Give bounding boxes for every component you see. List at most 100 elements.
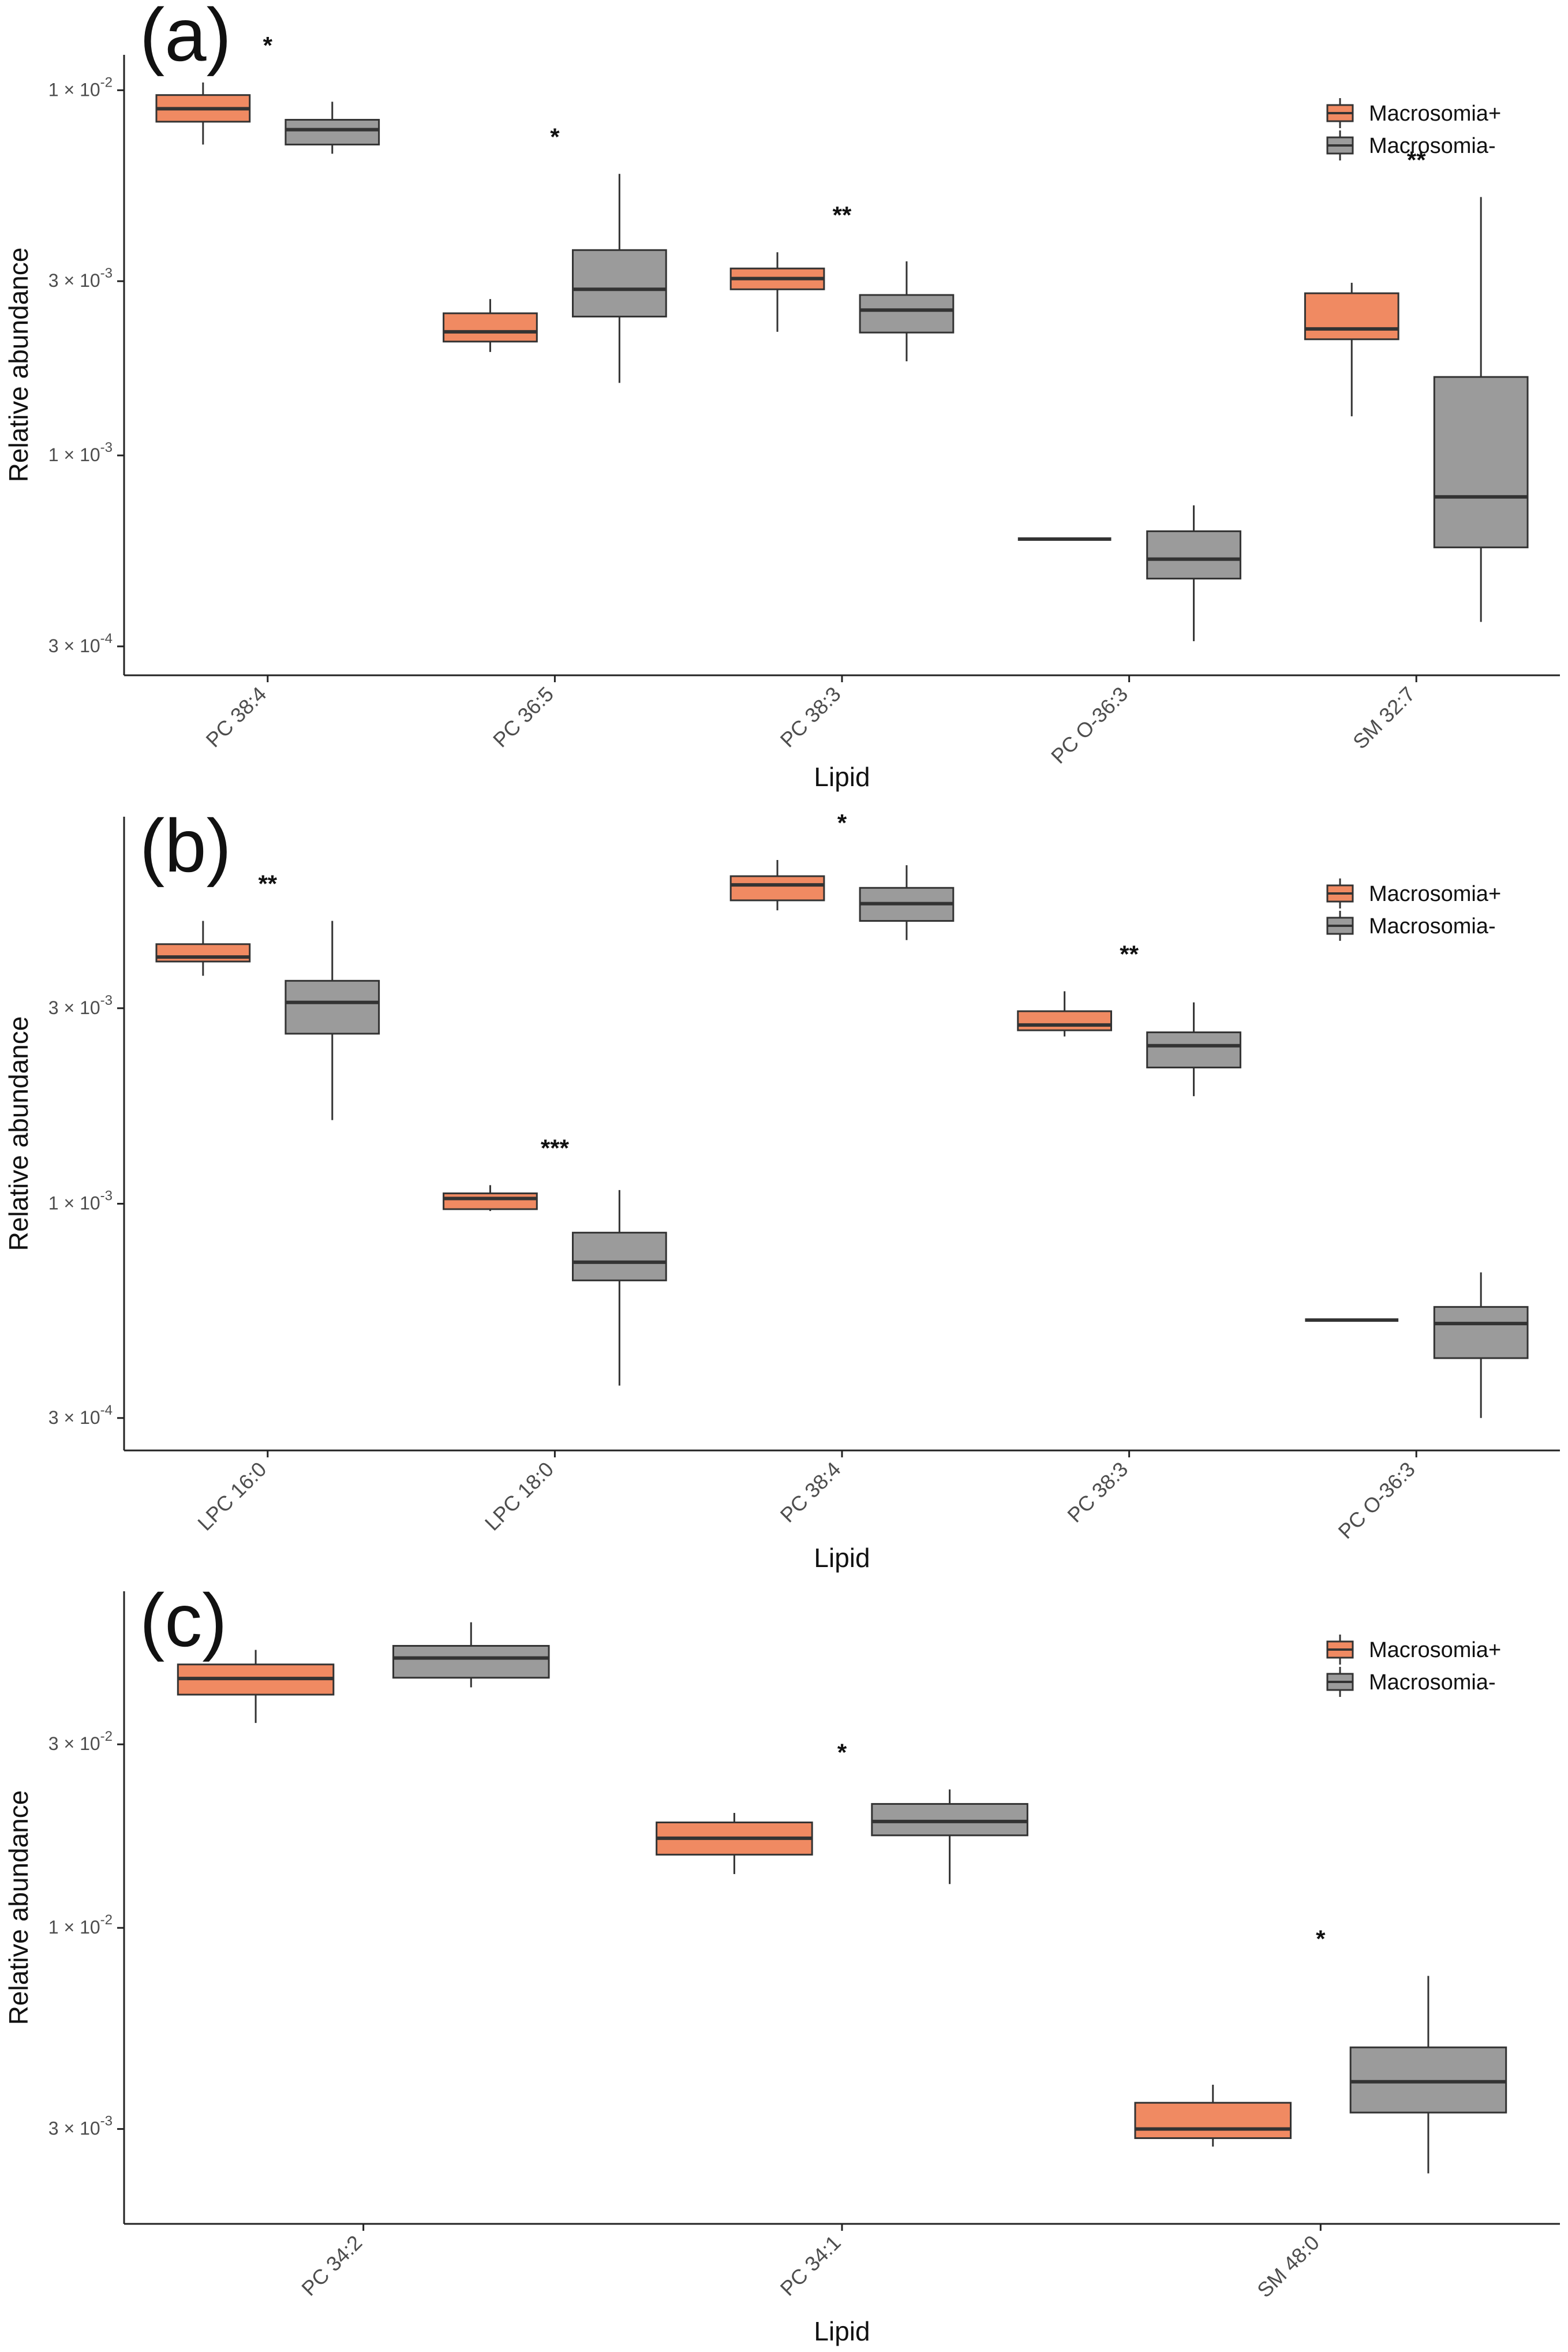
panel-label: (b): [140, 803, 231, 888]
significance-marker: ***: [541, 1134, 570, 1161]
y-tick-label: 3 × 10-2: [48, 1729, 113, 1754]
x-axis-title: Lipid: [814, 2316, 870, 2346]
box-negative: [1433, 1272, 1529, 1418]
box-iqr: [729, 875, 825, 902]
y-tick-label: 3 × 10-3: [48, 266, 113, 291]
box-positive: [177, 1650, 335, 1723]
significance-marker: **: [1407, 146, 1426, 173]
legend-label: Macrosomia+: [1369, 1638, 1501, 1662]
legend-key: [1326, 1667, 1354, 1697]
significance-marker: **: [833, 201, 852, 229]
box-iqr: [285, 979, 380, 1035]
legend-label: Macrosomia-: [1369, 1670, 1496, 1695]
y-tick-label: 1 × 10-3: [48, 440, 113, 465]
box-iqr: [443, 1192, 538, 1210]
box-iqr: [1146, 530, 1241, 579]
legend-label: Macrosomia-: [1369, 914, 1496, 938]
box-iqr: [155, 943, 251, 963]
box-negative: [1433, 197, 1529, 622]
box-positive: [155, 921, 251, 976]
x-tick-label: PC 34:2: [297, 2231, 366, 2301]
box-iqr: [1017, 1010, 1113, 1031]
legend-label: Macrosomia-: [1369, 134, 1496, 158]
y-tick-label: 1 × 10-2: [48, 1912, 113, 1938]
y-tick-label: 1 × 10-2: [48, 74, 113, 100]
box-iqr: [392, 1645, 550, 1679]
panel-c: 3 × 10-2 1 × 10-2 3 × 10-3 PC 34:2 PC 34:1 SM…: [3, 1578, 1560, 2346]
x-tick-label: LPC 16:0: [193, 1457, 271, 1535]
box-positive: [443, 1185, 538, 1211]
significance-marker: **: [258, 870, 277, 898]
legend: Macrosomia+ Macrosomia-: [1326, 98, 1501, 160]
box-positive: [729, 252, 825, 332]
y-tick-label: 3 × 10-4: [48, 631, 113, 656]
box-iqr: [443, 312, 538, 343]
x-tick-label: PC 38:4: [201, 682, 271, 752]
box-negative: [1349, 1976, 1507, 2174]
legend: Macrosomia+ Macrosomia-: [1326, 1635, 1501, 1697]
significance-marker: *: [263, 32, 273, 59]
significance-marker: **: [1120, 940, 1139, 967]
legend-key: [1326, 1635, 1354, 1665]
box-negative: [285, 921, 380, 1120]
significance-marker: *: [837, 809, 847, 836]
box-positive: [1017, 991, 1113, 1037]
y-tick-label: 3 × 10-3: [48, 993, 113, 1018]
box-positive: [729, 859, 825, 911]
legend-key: [1326, 878, 1354, 908]
box-iqr: [1146, 1031, 1241, 1069]
legend-key: [1326, 911, 1354, 941]
legend: Macrosomia+ Macrosomia-: [1326, 878, 1501, 941]
box-positive: [1304, 282, 1399, 417]
significance-marker: *: [837, 1738, 847, 1766]
box-negative: [1146, 1002, 1241, 1097]
box-iqr: [285, 119, 380, 145]
x-axis-title: Lipid: [814, 1543, 870, 1573]
legend-label: Macrosomia+: [1369, 102, 1501, 126]
box-negative: [285, 102, 380, 154]
box-iqr: [1304, 292, 1399, 341]
box-iqr: [859, 294, 955, 334]
box-positive: [656, 1812, 813, 1874]
x-axis-title: Lipid: [814, 762, 870, 792]
x-tick-label: PC O-36:3: [1046, 682, 1132, 768]
box-iqr: [1433, 1306, 1529, 1359]
box-iqr: [1349, 2046, 1507, 2114]
panel-a: 1 × 10-2 3 × 10-3 1 × 10-3 3 × 10-4 PC 38:4 P…: [3, 0, 1560, 792]
box-negative: [859, 865, 955, 940]
box-negative: [572, 1190, 667, 1386]
box-negative: [1146, 505, 1241, 641]
x-tick-label: LPC 18:0: [480, 1457, 558, 1535]
y-axis-title: Relative abundance: [3, 1016, 33, 1251]
box-iqr: [1433, 376, 1529, 548]
x-tick-label: PC 34:1: [776, 2231, 845, 2301]
x-tick-label: PC O-36:3: [1334, 1457, 1420, 1543]
panel-label: (a): [140, 0, 231, 77]
legend-key: [1326, 130, 1354, 160]
y-tick-label: 3 × 10-3: [48, 2114, 113, 2139]
box-positive: [1134, 2084, 1292, 2147]
box-negative: [572, 174, 667, 383]
x-tick-label: SM 32:7: [1348, 682, 1420, 754]
box-negative: [859, 261, 955, 362]
panel-b: 3 × 10-3 1 × 10-3 3 × 10-4 LPC 16:0 LPC 18:0…: [3, 803, 1560, 1573]
panel-label: (c): [140, 1578, 227, 1662]
significance-marker: *: [1316, 1925, 1326, 1952]
x-tick-label: PC 38:3: [1062, 1457, 1132, 1527]
box-iqr: [572, 1232, 667, 1281]
x-tick-label: PC 38:4: [776, 1457, 845, 1527]
legend-key: [1326, 98, 1354, 128]
box-negative: [871, 1789, 1028, 1884]
box-positive: [443, 299, 538, 352]
y-tick-label: 1 × 10-3: [48, 1188, 113, 1214]
y-axis-title: Relative abundance: [3, 248, 33, 483]
box-positive: [155, 82, 251, 145]
y-axis-title: Relative abundance: [3, 1790, 33, 2025]
box-iqr: [871, 1803, 1028, 1837]
legend-label: Macrosomia+: [1369, 882, 1501, 906]
box-iqr: [1134, 2102, 1292, 2139]
x-tick-label: PC 36:5: [488, 682, 558, 752]
box-negative: [392, 1622, 550, 1688]
